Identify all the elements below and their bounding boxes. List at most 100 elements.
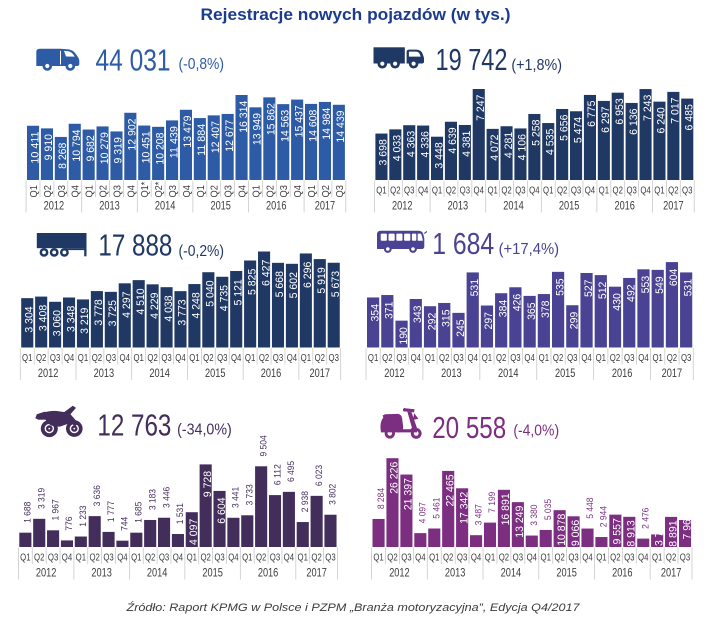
svg-text:6 112: 6 112 (272, 464, 283, 485)
svg-text:Q1: Q1 (654, 186, 665, 197)
svg-text:Q4: Q4 (411, 353, 422, 364)
svg-text:3 773: 3 773 (177, 299, 189, 325)
svg-text:1 531: 1 531 (175, 503, 186, 524)
svg-text:3 183: 3 183 (147, 489, 158, 510)
svg-text:Q1: Q1 (76, 553, 87, 564)
svg-text:Q1: Q1 (189, 353, 200, 364)
svg-text:2 944: 2 944 (599, 506, 610, 527)
svg-text:Q2: Q2 (210, 185, 221, 198)
svg-text:535: 535 (554, 278, 566, 296)
svg-text:12 407: 12 407 (210, 121, 222, 153)
svg-text:Q4: Q4 (415, 553, 426, 564)
svg-text:(-4,0%): (-4,0%) (513, 422, 559, 439)
svg-text:5 656: 5 656 (558, 115, 570, 141)
svg-text:4 072: 4 072 (489, 134, 501, 160)
svg-text:3 408: 3 408 (37, 305, 49, 331)
svg-text:4 735: 4 735 (219, 285, 231, 311)
svg-text:Q1: Q1 (487, 186, 498, 197)
svg-text:Q1: Q1 (29, 185, 40, 198)
svg-text:Q3: Q3 (57, 185, 68, 198)
svg-text:Q3: Q3 (568, 553, 579, 564)
svg-text:Q3: Q3 (159, 553, 170, 564)
svg-text:Q3: Q3 (404, 186, 415, 197)
svg-text:365: 365 (526, 302, 538, 320)
svg-text:Q4: Q4 (474, 186, 485, 197)
svg-text:Q1: Q1 (368, 353, 379, 364)
svg-text:7 247: 7 247 (475, 95, 487, 121)
svg-text:Q3: Q3 (567, 353, 578, 364)
svg-text:44 031: 44 031 (96, 43, 171, 78)
svg-text:Q3: Q3 (50, 353, 61, 364)
svg-text:Q1: Q1 (85, 185, 96, 198)
svg-text:Q2: Q2 (443, 553, 454, 564)
svg-text:Q1: Q1 (599, 186, 610, 197)
svg-text:Q4: Q4 (287, 353, 298, 364)
svg-text:5 825: 5 825 (246, 269, 258, 295)
svg-text:3 802: 3 802 (328, 484, 339, 505)
svg-text:(-0,8%): (-0,8%) (179, 56, 225, 73)
svg-text:Q1: Q1 (251, 185, 262, 198)
svg-text:3 636: 3 636 (92, 485, 103, 506)
svg-text:6 495: 6 495 (286, 461, 297, 482)
svg-text:2017: 2017 (310, 366, 331, 380)
svg-text:9 910: 9 910 (43, 134, 55, 160)
svg-text:Q2: Q2 (446, 186, 457, 197)
svg-text:531: 531 (682, 279, 694, 297)
svg-text:Q4: Q4 (527, 553, 538, 564)
svg-text:Q4: Q4 (468, 353, 479, 364)
svg-text:Q4: Q4 (71, 185, 82, 198)
svg-text:9 319: 9 319 (113, 137, 125, 163)
svg-text:11 439: 11 439 (168, 126, 180, 158)
svg-text:14 608: 14 608 (307, 110, 319, 142)
svg-text:Q2: Q2 (668, 186, 679, 197)
svg-text:Q3: Q3 (457, 553, 468, 564)
svg-text:384: 384 (497, 300, 509, 318)
svg-text:776: 776 (64, 517, 75, 531)
svg-text:5 448: 5 448 (585, 498, 596, 519)
svg-text:1 688: 1 688 (23, 502, 34, 523)
svg-text:Q3: Q3 (460, 186, 471, 197)
svg-text:9 557: 9 557 (612, 518, 624, 544)
svg-text:527: 527 (583, 279, 595, 297)
svg-text:Q2: Q2 (610, 353, 621, 364)
svg-text:2013: 2013 (99, 199, 120, 213)
svg-text:Q3: Q3 (681, 353, 692, 364)
svg-text:5 258: 5 258 (531, 120, 543, 146)
svg-text:Q2: Q2 (36, 353, 47, 364)
svg-text:Q1: Q1 (652, 553, 663, 564)
svg-text:6 775: 6 775 (586, 101, 598, 127)
svg-text:Q2: Q2 (667, 353, 678, 364)
svg-text:Q3: Q3 (214, 553, 225, 564)
svg-text:Q2: Q2 (311, 553, 322, 564)
svg-text:2013: 2013 (91, 566, 112, 580)
svg-text:6 136: 6 136 (628, 109, 640, 135)
svg-text:(-0,2%): (-0,2%) (179, 243, 225, 260)
svg-text:Q4: Q4 (64, 353, 75, 364)
svg-text:Q2: Q2 (382, 353, 393, 364)
svg-text:Q3: Q3 (396, 353, 407, 364)
svg-text:7 017: 7 017 (670, 97, 682, 123)
svg-text:Q1: Q1 (131, 553, 142, 564)
svg-text:3 304: 3 304 (24, 306, 36, 332)
svg-text:2015: 2015 (555, 366, 576, 380)
svg-text:9 682: 9 682 (85, 135, 97, 161)
svg-text:Q2: Q2 (554, 553, 565, 564)
svg-text:6 485: 6 485 (684, 104, 696, 130)
svg-text:Q1: Q1 (245, 353, 256, 364)
svg-text:4 097: 4 097 (418, 502, 429, 523)
svg-text:3 487: 3 487 (473, 504, 484, 525)
svg-text:Q2: Q2 (557, 186, 568, 197)
svg-text:245: 245 (455, 319, 467, 337)
svg-text:2016: 2016 (612, 566, 633, 580)
svg-text:Q4: Q4 (640, 186, 651, 197)
svg-text:14 439: 14 439 (335, 110, 347, 142)
svg-text:3 319: 3 319 (36, 488, 47, 509)
svg-text:13 949: 13 949 (252, 113, 264, 145)
svg-text:2014: 2014 (503, 199, 524, 213)
svg-text:Q1: Q1 (187, 553, 198, 564)
svg-text:14 563: 14 563 (280, 110, 292, 142)
svg-text:3 706: 3 706 (653, 520, 665, 546)
svg-text:Q4: Q4 (585, 186, 596, 197)
svg-text:2015: 2015 (559, 199, 580, 213)
svg-text:549: 549 (654, 276, 666, 294)
